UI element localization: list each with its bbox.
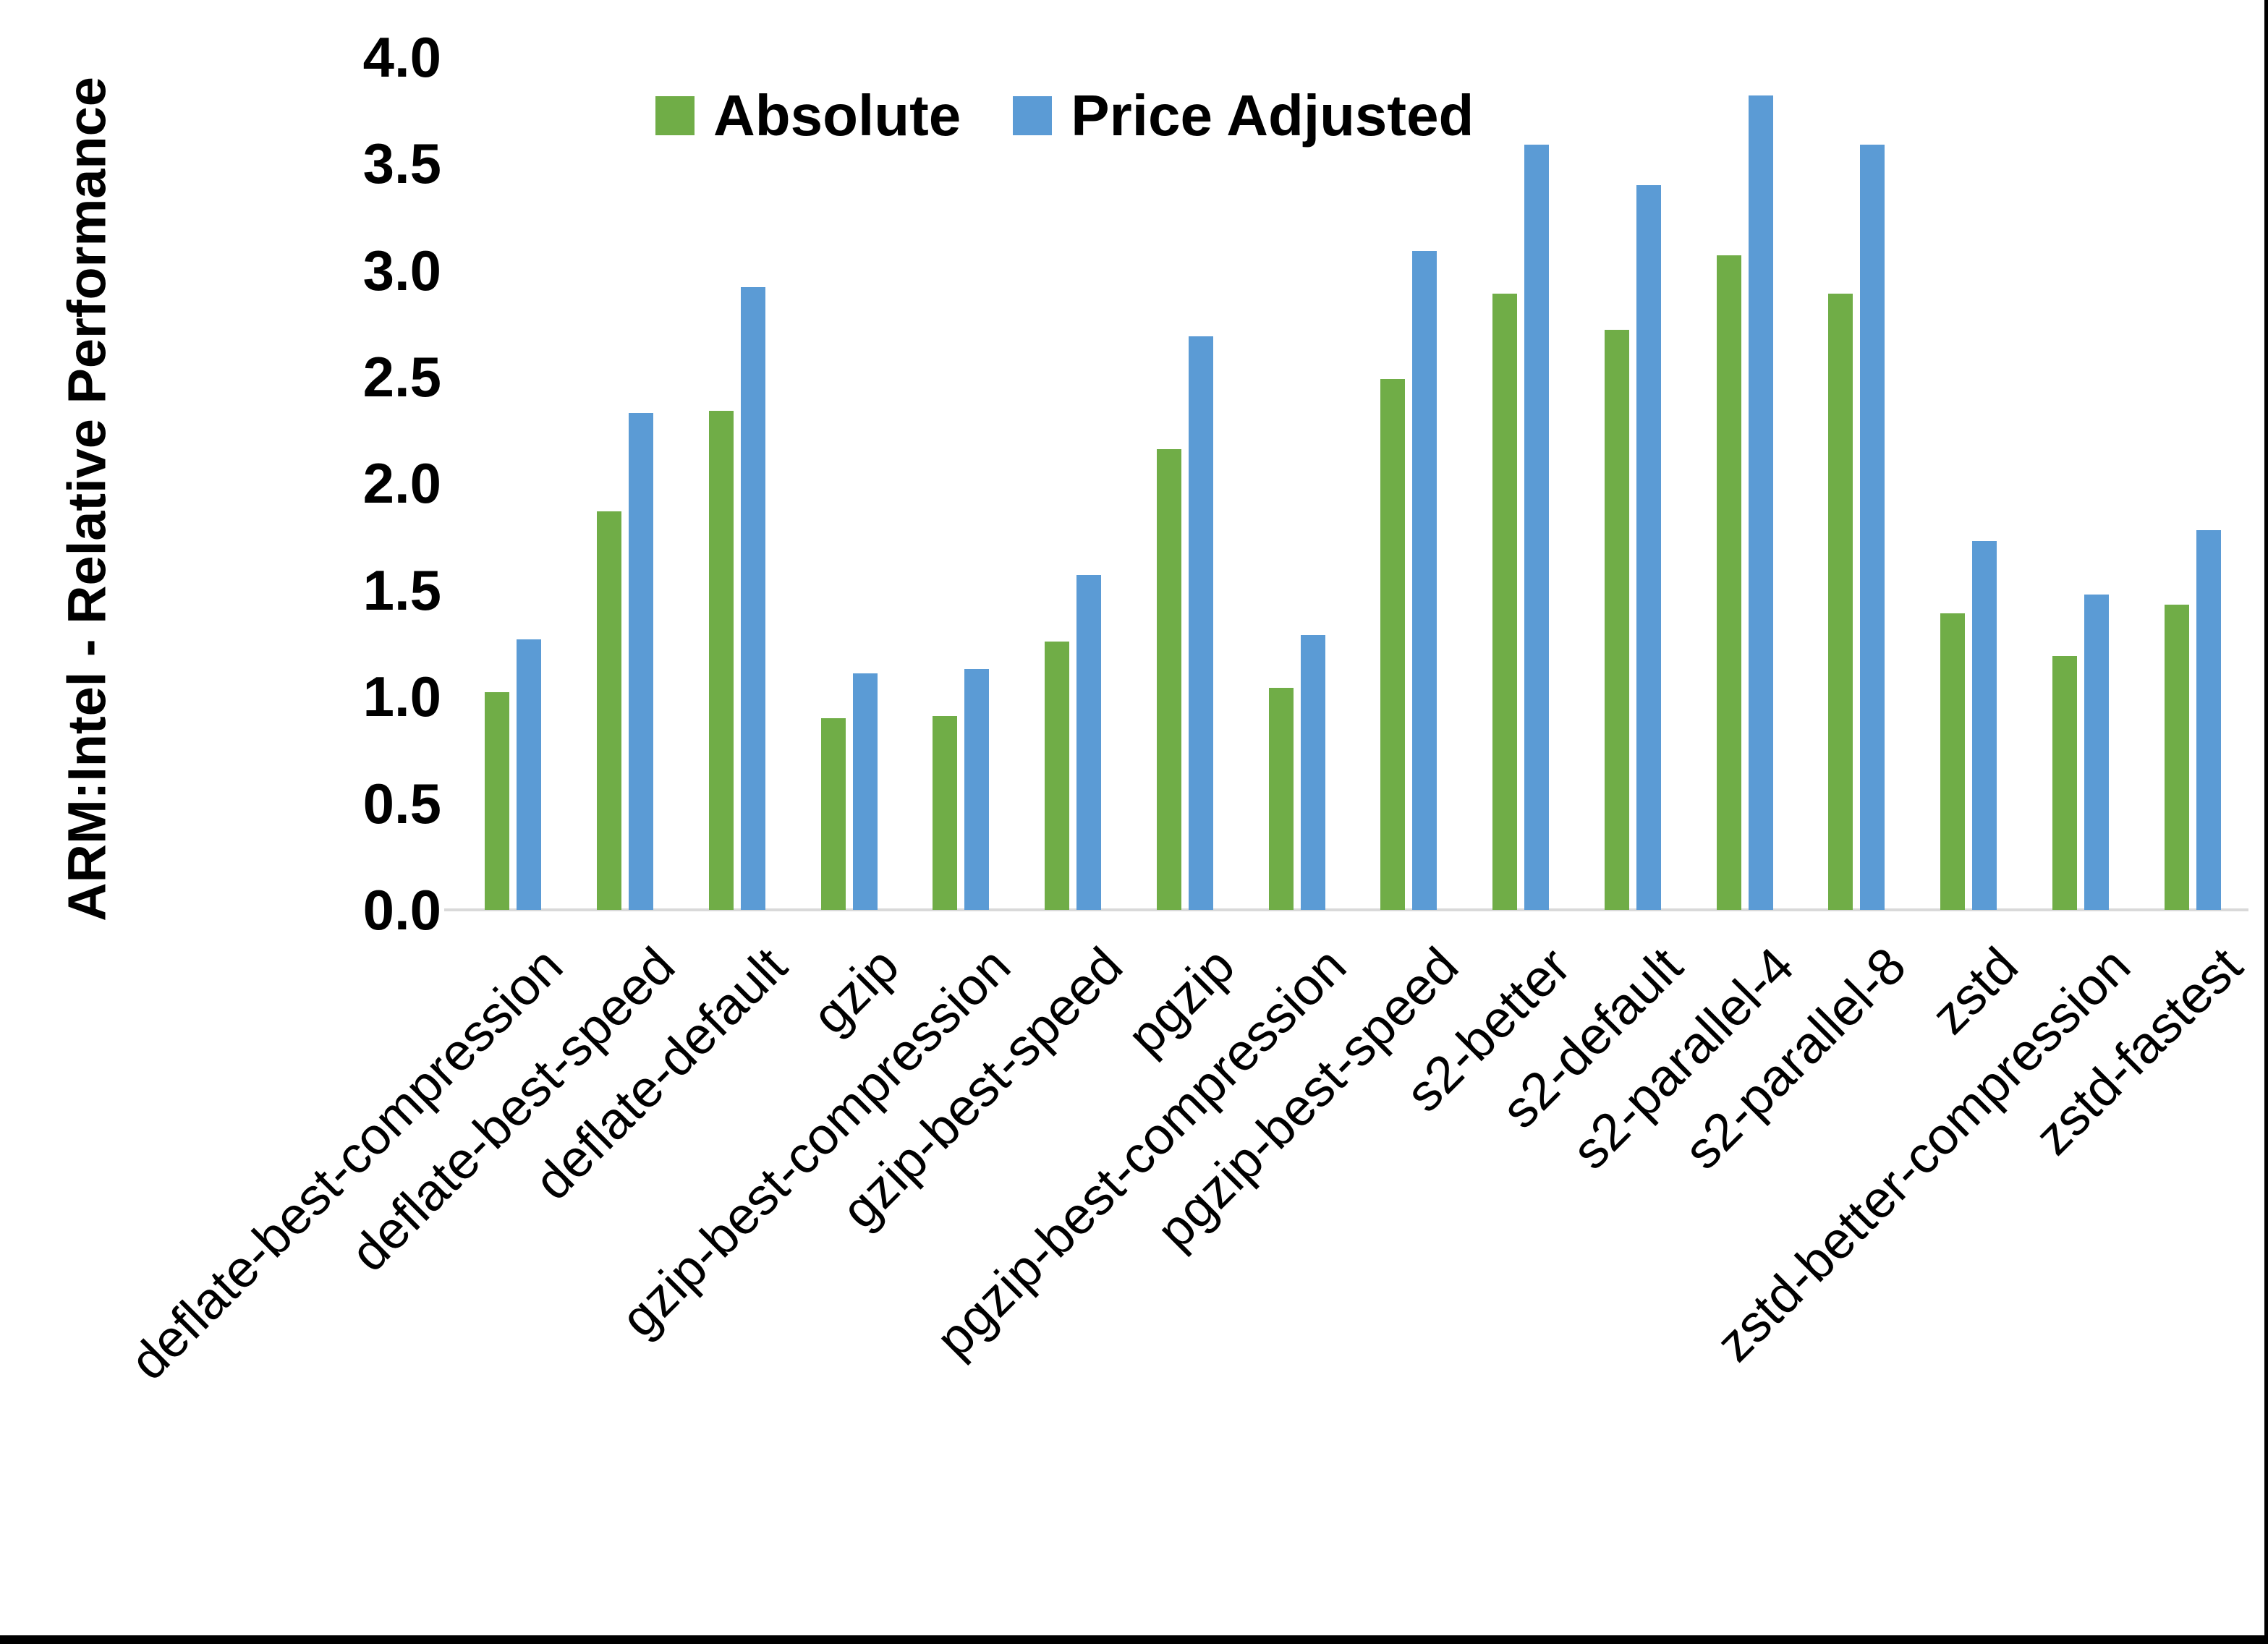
bar-price-adjusted: [1860, 144, 1885, 910]
bar-price-adjusted: [1412, 251, 1437, 910]
bar-absolute: [1940, 613, 1966, 910]
bar-price-adjusted: [1972, 540, 1997, 910]
chart-legend: Absolute Price Adjusted: [655, 87, 1474, 145]
y-tick-label: 4.0: [362, 25, 441, 89]
bar-absolute: [708, 411, 734, 910]
frame-border-bottom: [0, 1635, 2268, 1644]
bar-price-adjusted: [1076, 575, 1102, 910]
y-tick-label: 3.5: [362, 132, 441, 196]
bar-absolute: [1045, 641, 1070, 910]
bar-price-adjusted: [2084, 594, 2109, 910]
legend-item: Absolute: [655, 87, 961, 145]
bar-absolute: [2052, 656, 2077, 910]
y-tick-label: 2.5: [362, 345, 441, 409]
y-tick-label: 1.5: [362, 558, 441, 622]
bar-price-adjusted: [1636, 184, 1661, 910]
bar-price-adjusted: [1188, 336, 1213, 910]
bar-price-adjusted: [964, 668, 990, 910]
y-tick-label: 0.0: [362, 878, 441, 942]
bar-absolute: [933, 715, 958, 910]
bar-price-adjusted: [517, 639, 542, 910]
bar-price-adjusted: [740, 287, 765, 910]
legend-swatch-icon: [655, 96, 695, 135]
bar-price-adjusted: [629, 413, 654, 910]
bar-absolute: [485, 692, 510, 910]
bar-absolute: [1828, 294, 1853, 910]
y-tick-label: 1.0: [362, 665, 441, 729]
legend-label: Absolute: [713, 83, 961, 148]
bar-absolute: [1268, 688, 1294, 910]
bar-absolute: [820, 717, 846, 910]
y-axis-title: ARM:Intel - Relative Performance: [56, 77, 117, 921]
x-category-label: deflate-best-compression: [119, 937, 574, 1392]
legend-swatch-icon: [1013, 96, 1053, 135]
bar-price-adjusted: [1300, 634, 1325, 910]
x-axis-line: [444, 908, 2248, 911]
bar-absolute: [1492, 294, 1518, 910]
legend-label: Price Adjusted: [1071, 83, 1474, 148]
bar-absolute: [1380, 378, 1406, 910]
y-tick-label: 0.5: [362, 771, 441, 835]
legend-item: Price Adjusted: [1013, 87, 1474, 145]
bar-price-adjusted: [1748, 95, 1773, 910]
bar-price-adjusted: [2196, 530, 2221, 910]
bar-price-adjusted: [852, 673, 878, 910]
bar-absolute: [597, 511, 622, 910]
frame-border-right: [2264, 0, 2268, 1644]
bar-absolute: [2164, 605, 2189, 910]
bar-price-adjusted: [1524, 144, 1550, 910]
bar-absolute: [1604, 330, 1629, 910]
bar-absolute: [1716, 255, 1741, 910]
y-tick-label: 2.0: [362, 451, 441, 516]
bar-absolute: [1156, 449, 1181, 910]
y-tick-label: 3.0: [362, 238, 441, 302]
